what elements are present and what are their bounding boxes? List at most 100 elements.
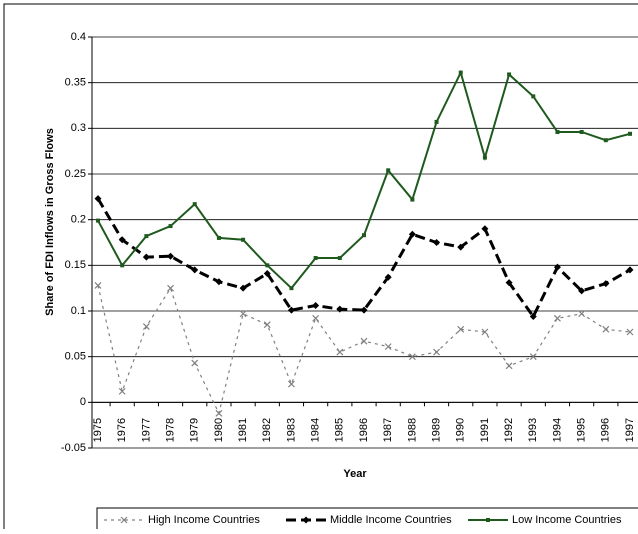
y-tick-label: 0.25 <box>65 168 86 180</box>
point <box>384 273 392 281</box>
point <box>602 325 610 333</box>
y-tick-label: 0.4 <box>71 31 86 43</box>
point <box>434 119 439 124</box>
point <box>336 305 344 313</box>
point <box>191 359 199 367</box>
y-tick-label: 0.35 <box>65 77 86 89</box>
x-tick-label: 1987 <box>382 418 394 442</box>
x-tick-label: 1976 <box>116 418 128 442</box>
point <box>529 353 537 361</box>
point <box>336 348 344 356</box>
point <box>96 218 100 223</box>
series-line <box>96 197 631 320</box>
point <box>362 233 366 238</box>
point <box>457 325 465 333</box>
x-tick-label: 1997 <box>624 418 636 442</box>
chart-frame <box>3 3 638 534</box>
x-axis-title: Year <box>343 468 367 480</box>
point <box>265 263 270 268</box>
x-tick-label: 1980 <box>213 418 225 442</box>
point <box>603 138 608 143</box>
point <box>289 286 294 291</box>
x-tick-label: 1996 <box>600 418 612 442</box>
y-tick-label: 0.1 <box>71 305 86 317</box>
x-tick-label: 1979 <box>189 418 201 442</box>
legend-label: Middle Income Countries <box>330 514 452 526</box>
x-tick-label: 1989 <box>430 418 442 442</box>
point <box>481 328 489 336</box>
point <box>578 287 586 295</box>
point <box>241 237 246 242</box>
point <box>579 129 584 134</box>
legend-label: Low Income Countries <box>512 514 622 526</box>
point <box>457 243 465 251</box>
x-tick-label: 1986 <box>358 418 370 442</box>
point <box>384 343 392 351</box>
x-tick-label: 1981 <box>237 418 249 442</box>
point <box>360 337 368 345</box>
point <box>120 516 128 524</box>
point <box>408 353 416 361</box>
point <box>168 224 173 229</box>
point <box>167 252 175 260</box>
point <box>505 279 513 287</box>
x-tick-label: 1991 <box>479 418 491 442</box>
point <box>554 314 561 322</box>
x-tick-label: 1992 <box>503 418 515 442</box>
y-tick-label: 0.3 <box>71 122 86 134</box>
point <box>118 236 126 244</box>
point <box>433 239 441 246</box>
x-tick-label: 1988 <box>406 418 418 442</box>
point <box>287 306 295 314</box>
y-tick-label: 0.2 <box>71 214 86 226</box>
point <box>215 278 223 286</box>
x-tick-label: 1993 <box>527 418 539 442</box>
point <box>482 155 487 160</box>
point <box>191 266 199 274</box>
point <box>433 348 440 356</box>
point <box>167 284 174 292</box>
point <box>602 280 610 288</box>
x-tick-label: 1975 <box>92 418 104 442</box>
point <box>553 263 561 271</box>
y-axis-title: Share of FDI Inflows in Gross Flows <box>44 128 56 316</box>
point <box>263 270 271 278</box>
x-tick-label: 1995 <box>576 418 588 442</box>
x-tick-label: 1982 <box>261 418 273 442</box>
point <box>94 195 102 203</box>
point <box>458 70 463 75</box>
point <box>626 266 634 274</box>
point <box>578 310 586 318</box>
point <box>216 235 221 240</box>
point <box>628 131 632 136</box>
point <box>410 197 415 202</box>
x-tick-label: 1985 <box>334 418 346 442</box>
point <box>531 94 536 99</box>
point <box>386 168 391 173</box>
point <box>486 518 490 522</box>
point <box>142 253 150 261</box>
x-tick-label: 1978 <box>164 418 176 442</box>
point <box>529 312 537 320</box>
point <box>360 306 368 314</box>
x-tick-label: 1983 <box>285 418 297 442</box>
y-tick-label: 0.15 <box>65 259 86 271</box>
y-tick-label: -0.05 <box>61 442 86 454</box>
point <box>192 202 197 207</box>
point <box>302 516 310 524</box>
point <box>312 314 320 322</box>
point <box>288 380 295 388</box>
point <box>408 230 416 238</box>
point <box>215 409 223 417</box>
point <box>239 284 247 292</box>
point <box>312 302 320 310</box>
legend-label: High Income Countries <box>148 514 260 526</box>
y-tick-label: 0 <box>80 396 86 408</box>
x-tick-label: 1994 <box>551 418 563 442</box>
x-tick-label: 1990 <box>455 418 467 442</box>
point <box>142 323 150 330</box>
point <box>337 256 342 261</box>
point <box>263 321 271 329</box>
point <box>626 328 634 336</box>
